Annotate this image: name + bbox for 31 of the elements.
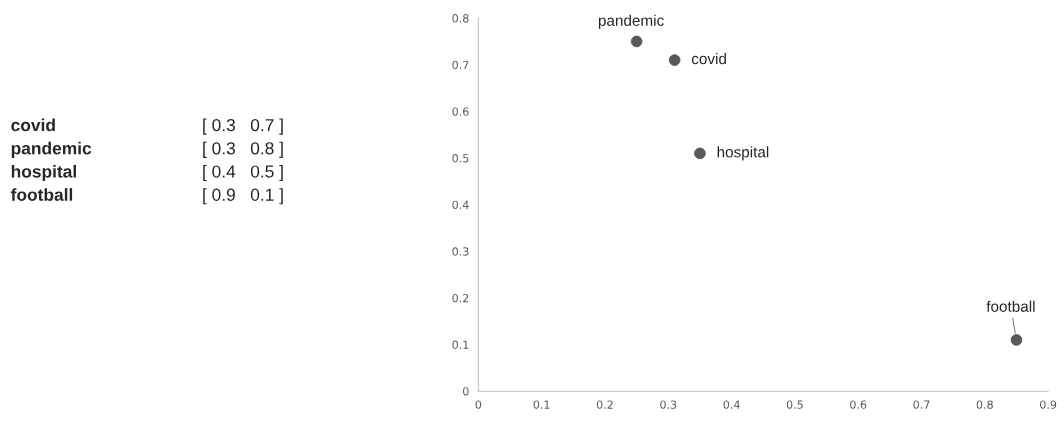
x-tick-label: 0.3 xyxy=(660,400,677,409)
y-tick-label: 0.8 xyxy=(452,14,469,23)
y-tick-label: 0.2 xyxy=(452,293,469,303)
y-tick-label: 0.3 xyxy=(452,247,469,256)
annotation: football xyxy=(986,300,1035,312)
y-tick-label: 0 xyxy=(462,387,469,396)
x-tick-label: 0.5 xyxy=(786,400,803,409)
x-tick-label: 0.4 xyxy=(723,400,740,409)
annotation: pandemic xyxy=(598,14,664,29)
text: [ 0.9 0.1 ] xyxy=(203,188,283,205)
y-tick-label: 0.4 xyxy=(452,200,469,210)
y-tick-label: 0.1 xyxy=(452,340,469,349)
text: [ 0.4 0.5 ] xyxy=(203,164,283,182)
text: covid xyxy=(11,118,55,132)
text: pandemic xyxy=(11,141,92,158)
y-tick-label: 0.6 xyxy=(452,107,469,116)
x-tick-label: 0.8 xyxy=(976,400,993,409)
x-tick-label: 0 xyxy=(475,400,482,409)
x-tick-label: 0.6 xyxy=(850,400,867,409)
y-tick-label: 0.7 xyxy=(452,60,469,70)
text: [ 0.3 0.8 ] xyxy=(203,141,283,158)
x-tick-label: 0.2 xyxy=(596,400,613,409)
y-tick-label: 0.5 xyxy=(452,154,469,163)
text: [ 0.3 0.7 ] xyxy=(203,118,283,135)
x-tick-label: 0.1 xyxy=(533,400,550,409)
annotation: covid xyxy=(691,52,726,65)
x-tick-label: 0.7 xyxy=(913,400,930,409)
annotation: hospital xyxy=(717,146,769,161)
text: hospital xyxy=(11,164,76,182)
x-tick-label: 0.9 xyxy=(1040,400,1057,409)
text: football xyxy=(10,188,73,201)
